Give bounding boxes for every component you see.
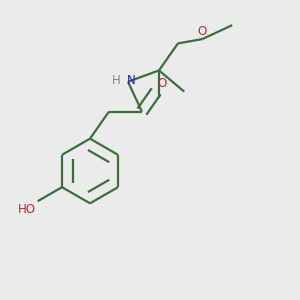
Text: O: O [158, 77, 167, 90]
Text: N: N [127, 74, 135, 87]
Text: H: H [112, 74, 121, 87]
Text: O: O [198, 25, 207, 38]
Text: HO: HO [18, 203, 36, 216]
